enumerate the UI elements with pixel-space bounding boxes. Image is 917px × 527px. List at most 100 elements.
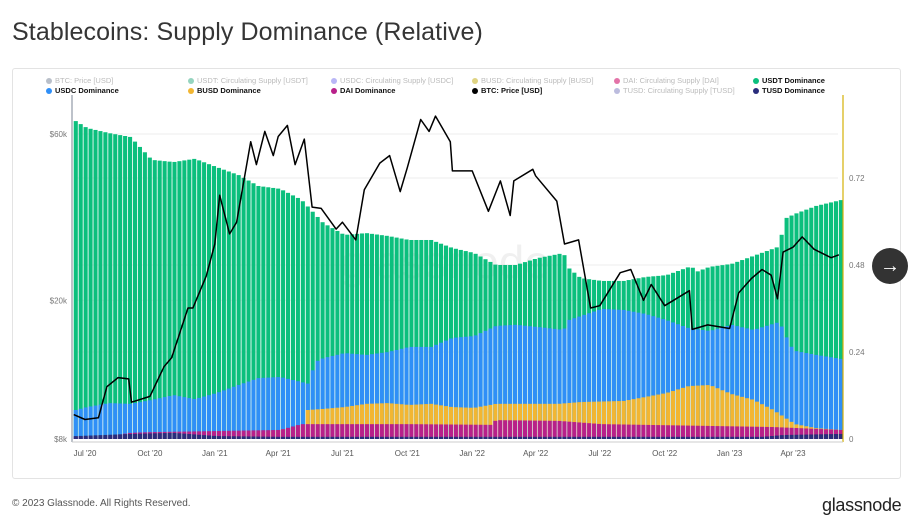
bar — [542, 436, 547, 439]
bar — [162, 433, 167, 439]
legend-item[interactable]: BTC: Price [USD] — [472, 86, 542, 95]
bar — [394, 403, 399, 439]
x-tick-label: Apr '21 — [266, 449, 292, 458]
legend-item[interactable]: USDT Dominance — [753, 76, 825, 85]
bar — [434, 436, 439, 439]
bar — [241, 383, 246, 439]
legend-label: USDC Dominance — [55, 86, 119, 95]
legend-label: BTC: Price [USD] — [481, 86, 543, 95]
bar — [680, 436, 685, 439]
bar — [592, 436, 597, 439]
legend-label: BTC: Price [USD] — [55, 76, 114, 85]
bar — [537, 327, 542, 439]
bar — [394, 237, 399, 439]
bar — [819, 204, 824, 439]
legend-item[interactable]: TUSD Dominance — [753, 86, 825, 95]
bar — [285, 436, 291, 439]
bar — [172, 161, 177, 439]
legend-item[interactable]: DAI: Circulating Supply [DAI] — [614, 76, 719, 85]
bar — [434, 344, 439, 439]
bar — [601, 424, 607, 439]
bar — [192, 158, 197, 439]
bar — [488, 328, 493, 439]
bar — [379, 424, 384, 439]
legend-label: TUSD: Circulating Supply [TUSD] — [623, 86, 735, 95]
bar — [78, 435, 83, 439]
bar — [596, 401, 602, 439]
y-right-tick-label: 0 — [849, 435, 854, 444]
bar — [774, 427, 779, 439]
bar — [394, 349, 399, 439]
bar — [671, 425, 676, 439]
bar — [750, 436, 755, 439]
bar — [187, 159, 192, 439]
bar — [251, 379, 256, 439]
next-chart-button[interactable]: → — [872, 248, 908, 284]
bar — [626, 400, 631, 439]
bar — [725, 436, 730, 439]
bar — [750, 399, 755, 439]
legend-item[interactable]: USDC: Circulating Supply [USDC] — [331, 76, 453, 85]
bar — [409, 424, 414, 439]
legend-item[interactable]: BTC: Price [USD] — [46, 76, 113, 85]
bar — [720, 426, 725, 439]
bar — [108, 133, 113, 439]
bar — [113, 403, 118, 439]
bar — [364, 436, 370, 439]
bar — [572, 422, 577, 439]
bar — [685, 327, 690, 439]
bar — [828, 202, 834, 439]
bar — [522, 420, 528, 439]
legend-label: DAI: Circulating Supply [DAI] — [623, 76, 719, 85]
bar — [513, 420, 518, 439]
bar — [364, 354, 370, 439]
legend-dot-icon — [188, 77, 194, 84]
bar — [809, 434, 814, 439]
legend-item[interactable]: TUSD: Circulating Supply [TUSD] — [614, 86, 735, 95]
bar — [611, 401, 616, 439]
bar — [794, 428, 799, 439]
bar — [330, 424, 335, 439]
bar — [103, 434, 108, 439]
bar — [360, 404, 365, 439]
legend-label: USDC: Circulating Supply [USDC] — [340, 76, 454, 85]
legend-item[interactable]: DAI Dominance — [331, 86, 395, 95]
bar — [814, 428, 819, 439]
bar — [626, 424, 631, 439]
bar — [769, 427, 774, 439]
y-right-tick-label: 0.24 — [849, 348, 865, 357]
bar — [429, 436, 434, 439]
bar — [675, 324, 681, 439]
bar — [651, 436, 656, 439]
bar — [374, 436, 379, 439]
bar — [157, 160, 162, 439]
legend-item[interactable]: USDC Dominance — [46, 86, 119, 95]
bar — [419, 424, 424, 439]
legend-item[interactable]: BUSD: Circulating Supply [BUSD] — [472, 76, 594, 85]
bar — [730, 394, 735, 439]
bar — [330, 355, 335, 439]
legend-item[interactable]: BUSD Dominance — [188, 86, 261, 95]
bar — [246, 430, 251, 439]
bar — [463, 424, 468, 439]
bar — [389, 351, 394, 439]
legend-dot-icon — [331, 87, 337, 94]
bar — [819, 355, 824, 439]
bar — [700, 436, 705, 439]
bar — [675, 389, 681, 439]
bar — [542, 327, 547, 439]
legend-item[interactable]: USDT: Circulating Supply [USDT] — [188, 76, 308, 85]
bar — [211, 166, 217, 440]
bar — [197, 160, 202, 439]
bar — [340, 436, 345, 439]
bar — [295, 197, 300, 439]
bar — [537, 436, 542, 439]
bar — [695, 385, 700, 439]
bar — [552, 436, 557, 439]
bar — [666, 436, 671, 439]
bar — [458, 407, 463, 439]
bar — [404, 436, 409, 439]
bar — [152, 433, 157, 439]
arrow-right-icon: → — [880, 254, 900, 277]
